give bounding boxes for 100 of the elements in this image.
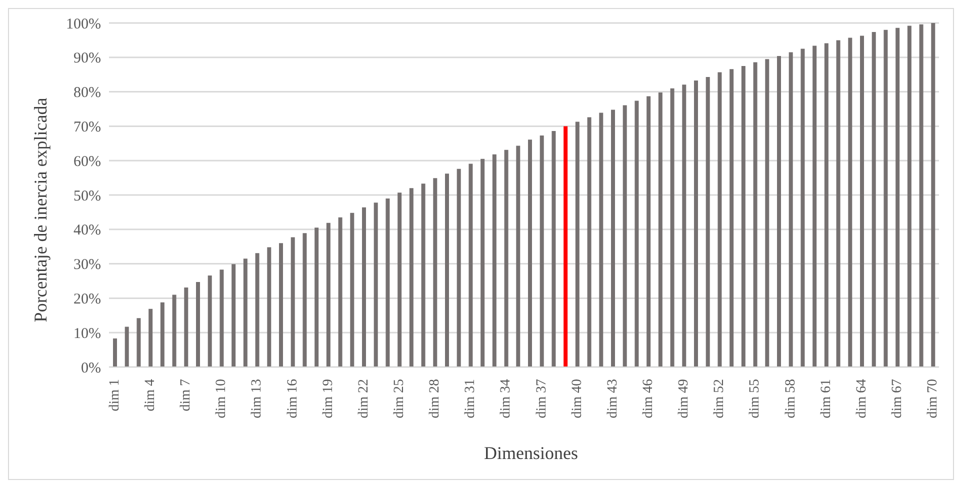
x-tick-label: dim 13 bbox=[250, 379, 265, 418]
bar bbox=[896, 28, 900, 367]
y-tick-label: 0% bbox=[81, 360, 101, 376]
x-tick-label: dim 4 bbox=[143, 379, 158, 412]
x-tick-label: dim 19 bbox=[320, 379, 336, 418]
x-tick-label: dim 10 bbox=[214, 379, 230, 418]
bar bbox=[788, 52, 793, 367]
x-tick-label: dim 25 bbox=[392, 379, 407, 418]
bar bbox=[290, 237, 295, 367]
bar bbox=[172, 294, 176, 367]
bar bbox=[433, 178, 438, 367]
bar bbox=[824, 43, 828, 367]
bar bbox=[326, 222, 330, 367]
x-tick-label: dim 1 bbox=[107, 379, 122, 412]
bar bbox=[919, 24, 924, 367]
bar bbox=[148, 308, 153, 367]
y-tick-label: 60% bbox=[74, 154, 101, 170]
bar bbox=[516, 146, 520, 367]
x-tick-label: dim 64 bbox=[854, 379, 870, 418]
y-tick-label: 10% bbox=[74, 326, 101, 342]
x-tick-label: dim 58 bbox=[783, 379, 798, 418]
x-tick-label: dim 52 bbox=[712, 379, 728, 418]
bar bbox=[706, 77, 710, 367]
y-tick-label: 40% bbox=[74, 222, 101, 239]
bar bbox=[682, 84, 686, 367]
bar bbox=[302, 233, 307, 367]
bar bbox=[456, 168, 461, 367]
bar bbox=[468, 164, 473, 367]
bar bbox=[160, 302, 164, 367]
bar bbox=[552, 131, 556, 367]
bar bbox=[836, 40, 840, 367]
x-tick-label: dim 49 bbox=[676, 379, 692, 418]
x-tick-label: dim 22 bbox=[356, 379, 372, 418]
bar bbox=[386, 198, 390, 367]
bar bbox=[564, 126, 568, 367]
bar bbox=[480, 158, 485, 367]
bar bbox=[255, 253, 260, 367]
y-tick-label: 100% bbox=[66, 16, 101, 32]
bar bbox=[812, 46, 817, 367]
y-tick-label: 30% bbox=[74, 257, 101, 274]
bar bbox=[113, 338, 117, 367]
bar bbox=[860, 36, 864, 367]
x-axis-title: Dimensiones bbox=[483, 443, 579, 464]
bar bbox=[848, 38, 852, 367]
bar bbox=[670, 88, 674, 367]
x-tick-label: dim 16 bbox=[285, 379, 300, 418]
bar bbox=[611, 110, 615, 367]
bar bbox=[646, 96, 651, 367]
bar bbox=[136, 318, 141, 367]
y-axis-title: Porcentaje de inercia explicada bbox=[30, 98, 52, 322]
bar bbox=[730, 69, 734, 367]
bar bbox=[350, 212, 354, 367]
x-tick-label: dim 43 bbox=[605, 379, 620, 418]
x-tick-label: dim 34 bbox=[498, 379, 514, 418]
bar bbox=[884, 30, 888, 367]
x-tick-label: dim 37 bbox=[534, 379, 550, 418]
y-tick-label: 50% bbox=[74, 188, 101, 204]
bar bbox=[718, 72, 722, 367]
bar bbox=[362, 207, 366, 367]
y-tick-label: 90% bbox=[74, 50, 101, 67]
x-tick-label: dim 61 bbox=[818, 379, 834, 418]
x-tick-label: dim 55 bbox=[748, 379, 763, 418]
bar bbox=[872, 32, 876, 367]
bar bbox=[765, 59, 770, 367]
x-tick-label: dim 7 bbox=[178, 379, 194, 412]
bar bbox=[504, 150, 508, 367]
bar bbox=[208, 275, 212, 367]
bar bbox=[931, 23, 936, 367]
x-tick-label: dim 28 bbox=[428, 379, 443, 418]
y-tick-label: 70% bbox=[74, 120, 101, 136]
bar bbox=[528, 140, 532, 367]
bar bbox=[587, 117, 592, 367]
bar bbox=[232, 264, 236, 367]
x-tick-label: dim 31 bbox=[463, 379, 478, 418]
bar bbox=[753, 62, 758, 367]
bar bbox=[314, 228, 319, 367]
x-tick-label: dim 46 bbox=[641, 379, 656, 418]
bar bbox=[658, 92, 662, 367]
bar bbox=[907, 26, 912, 367]
x-tick-label: dim 67 bbox=[890, 379, 905, 418]
bar bbox=[220, 270, 224, 367]
bar bbox=[800, 48, 805, 367]
bar bbox=[694, 80, 698, 367]
bar bbox=[540, 135, 544, 367]
bar bbox=[445, 174, 449, 367]
x-tick-label: dim 70 bbox=[926, 379, 941, 418]
bar bbox=[622, 105, 627, 367]
bar bbox=[634, 100, 639, 367]
bar bbox=[243, 258, 248, 367]
bar bbox=[279, 243, 283, 367]
bar bbox=[575, 122, 580, 367]
bar bbox=[124, 326, 129, 367]
bar bbox=[398, 192, 402, 367]
bar bbox=[409, 188, 414, 367]
bar bbox=[777, 56, 781, 367]
bar bbox=[374, 202, 378, 367]
bar bbox=[338, 217, 342, 367]
bar bbox=[741, 66, 746, 367]
bar bbox=[196, 282, 200, 367]
y-tick-label: 80% bbox=[74, 85, 101, 102]
